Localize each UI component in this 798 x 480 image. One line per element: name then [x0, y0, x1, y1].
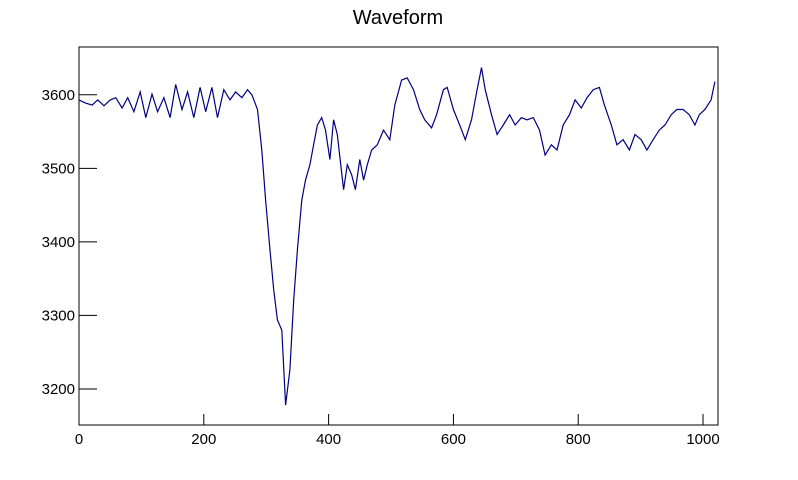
- y-tick-label: 3400: [42, 234, 75, 251]
- x-tick-label: 0: [75, 431, 83, 448]
- x-tick-label: 400: [316, 431, 341, 448]
- y-tick-label: 3200: [42, 381, 75, 398]
- y-tick-label: 3300: [42, 307, 75, 324]
- plot-frame: [78, 46, 719, 426]
- data-line: [78, 67, 716, 406]
- x-tick-label: 600: [441, 431, 466, 448]
- chart-title: Waveform: [353, 7, 443, 29]
- x-tick-label: 200: [191, 431, 216, 448]
- x-tick-label: 1000: [686, 431, 719, 448]
- y-tick-label: 3600: [42, 87, 75, 104]
- x-tick-label: 800: [566, 431, 591, 448]
- y-tick-label: 3500: [42, 160, 75, 177]
